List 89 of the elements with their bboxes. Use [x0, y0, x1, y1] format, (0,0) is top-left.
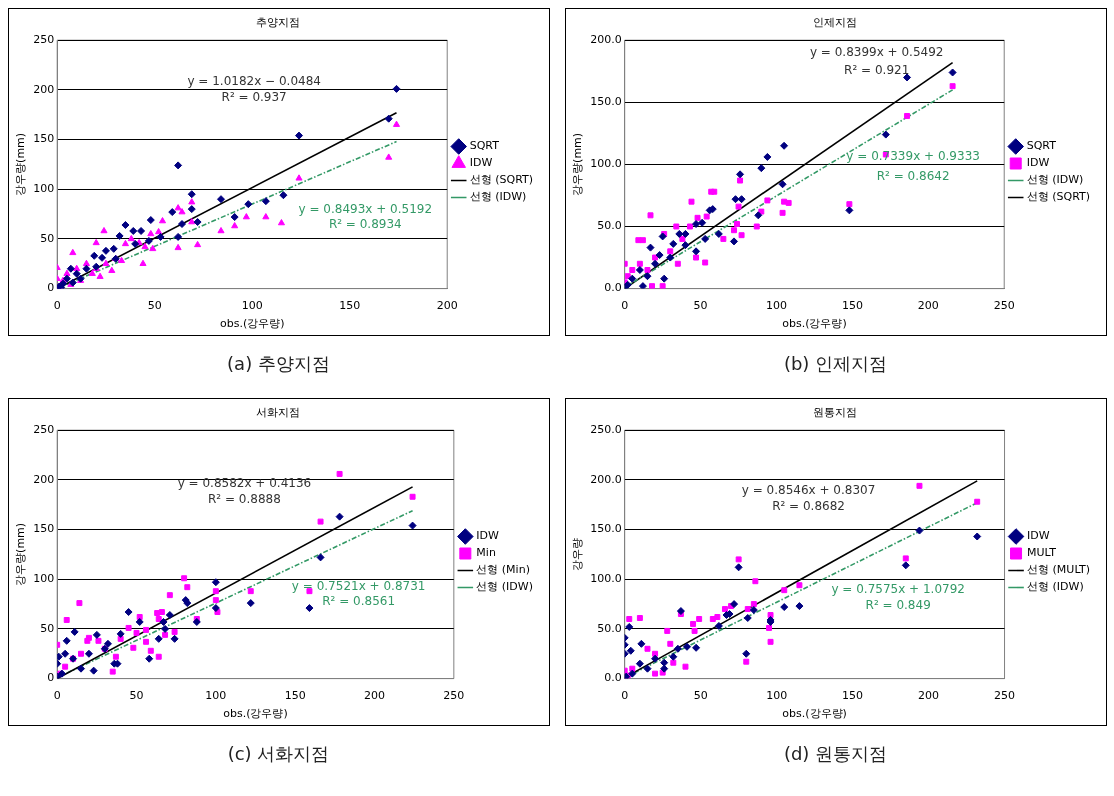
annotation: y = 0.8546x + 0.8307	[741, 482, 876, 497]
annotation: y = 0.7575x + 1.0792	[831, 582, 965, 597]
y-tick-label: 0	[47, 671, 55, 685]
chart-title: 서화지점	[256, 406, 300, 420]
x-tick-label: 50	[129, 689, 144, 703]
x-tick-label: 200	[917, 299, 939, 313]
y-tick-label: 0.0	[604, 671, 622, 685]
legend-label: IDW	[476, 529, 500, 543]
x-tick-label: 100	[241, 299, 263, 313]
x-tick-label: 200	[436, 299, 458, 313]
legend-label: SQRT	[469, 139, 500, 153]
legend-label: 선형 (IDW)	[1027, 580, 1084, 594]
x-tick-label: 100	[205, 689, 227, 703]
y-tick-label: 150	[33, 132, 55, 146]
legend-label: 선형 (IDW)	[1026, 173, 1084, 187]
y-tick-label: 50	[40, 231, 55, 245]
y-tick-label: 100	[33, 572, 55, 586]
x-tick-label: 200	[364, 689, 385, 703]
annotation: R² = 0.921	[844, 63, 910, 78]
y-tick-label: 100.0	[590, 157, 622, 171]
y-axis-title: 강우량(mm)	[14, 132, 28, 196]
x-tick-label: 150	[842, 689, 864, 703]
x-tick-label: 250	[994, 689, 1016, 703]
y-tick-label: 50.0	[597, 621, 622, 635]
legend-label: IDW	[469, 156, 493, 170]
text: (b) 인제지점	[782, 352, 889, 376]
annotation: R² = 0.849	[865, 598, 931, 613]
y-tick-label: 150	[33, 522, 55, 536]
legend-label: SQRT	[1026, 139, 1057, 153]
y-tick-label: 100	[33, 182, 55, 196]
text: (c) 서화지점	[226, 742, 331, 766]
y-tick-label: 150.0	[590, 522, 622, 536]
y-tick-label: 250	[33, 33, 55, 47]
annotation: R² = 0.937	[221, 89, 287, 104]
legend-label: 선형 (SQRT)	[1026, 190, 1091, 204]
legend-label: 선형 (IDW)	[469, 190, 527, 204]
annotation: R² = 0.8934	[328, 217, 402, 232]
annotation: R² = 0.8642	[876, 168, 950, 183]
y-tick-label: 50	[40, 621, 55, 635]
x-tick-label: 100	[766, 689, 788, 703]
y-tick-label: 100.0	[590, 572, 622, 586]
chart-title: 인제지점	[813, 16, 857, 30]
x-tick-label: 150	[284, 689, 306, 703]
y-tick-label: 0	[47, 281, 55, 295]
annotation: R² = 0.8888	[207, 491, 281, 506]
x-tick-label: 150	[339, 299, 361, 313]
legend-label: MULT	[1027, 546, 1057, 560]
annotation: R² = 0.8561	[322, 593, 396, 608]
legend-label: 선형 (SQRT)	[469, 173, 534, 187]
y-tick-label: 150.0	[590, 95, 622, 109]
annotation: y = 0.8493x + 0.5192	[298, 202, 433, 217]
x-axis-title: obs.(강우량)	[782, 707, 847, 721]
legend-label: IDW	[1026, 156, 1050, 170]
x-tick-label: 150	[841, 299, 863, 313]
x-tick-label: 50	[693, 689, 708, 703]
y-tick-label: 200.0	[590, 472, 622, 486]
chart-title: 원통지점	[813, 406, 857, 420]
x-axis-title: obs.(강우량)	[223, 707, 288, 721]
text: (a) 추양지점	[226, 352, 331, 376]
text: (d) 원통지점	[782, 742, 889, 766]
y-tick-label: 0.0	[604, 281, 622, 295]
legend-label: 선형 (Min)	[476, 563, 530, 577]
annotation: y = 0.8399x + 0.5492	[809, 44, 944, 59]
y-axis-title: 강우량(mm)	[571, 132, 585, 196]
y-tick-label: 200.0	[590, 33, 622, 47]
x-tick-label: 200	[918, 689, 940, 703]
x-axis-title: obs.(강우량)	[219, 317, 285, 331]
chart-title: 추양지점	[256, 16, 300, 30]
y-tick-label: 200	[33, 472, 55, 486]
y-tick-label: 50.0	[597, 219, 622, 233]
x-tick-label: 50	[693, 299, 708, 313]
y-axis-title: 강우량(mm)	[14, 522, 28, 586]
legend-label: Min	[476, 546, 496, 560]
x-tick-label: 250	[443, 689, 465, 703]
y-tick-label: 250	[33, 423, 55, 437]
x-tick-label: 250	[993, 299, 1015, 313]
annotation: y = 1.0182x − 0.0484	[187, 74, 321, 89]
legend-label: IDW	[1027, 529, 1050, 543]
annotation: R² = 0.8682	[772, 498, 845, 513]
y-axis-title: 강우량	[571, 537, 585, 571]
legend-label: 선형 (IDW)	[476, 580, 533, 594]
x-tick-label: 100	[766, 299, 787, 313]
annotation: y = 0.7521x + 0.8731	[291, 578, 426, 593]
x-axis-title: obs.(강우량)	[782, 317, 847, 331]
y-tick-label: 200	[33, 82, 55, 96]
annotation: y = 0.8582x + 0.4136	[177, 475, 312, 490]
y-tick-label: 250.0	[590, 423, 622, 437]
legend-label: 선형 (MULT)	[1027, 563, 1091, 577]
x-tick-label: 50	[147, 299, 162, 313]
